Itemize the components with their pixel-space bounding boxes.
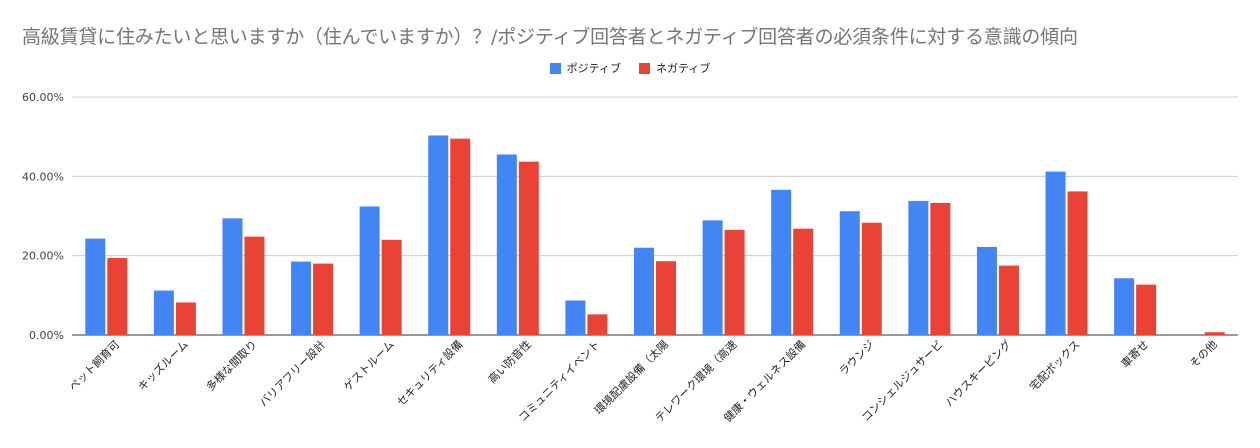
legend-item-negative[interactable]: ネガティブ (639, 60, 710, 76)
bar-positive (222, 218, 243, 335)
x-category-label: その他 (1187, 338, 1220, 371)
bar-positive (839, 211, 860, 335)
bar-positive (153, 290, 174, 335)
legend: ポジティブ ネガティブ (0, 60, 1260, 76)
bar-positive (291, 261, 312, 335)
bar-negative (930, 202, 951, 335)
bar-negative (793, 228, 814, 335)
legend-item-positive[interactable]: ポジティブ (549, 60, 621, 76)
bar-positive (428, 135, 449, 335)
legend-swatch-positive (549, 62, 561, 74)
bar-positive (771, 189, 792, 335)
x-category-label: キッズルーム (135, 337, 191, 393)
bar-negative (381, 239, 402, 335)
bar-negative (998, 265, 1019, 335)
x-category-label: 高い防音性 (485, 337, 534, 386)
bar-negative (861, 222, 882, 335)
y-tick-label: 60.00% (22, 91, 64, 104)
bar-negative (244, 236, 265, 335)
bar-positive (976, 246, 997, 335)
x-category-label: ハウスキーピング (942, 337, 1014, 409)
bar-negative (724, 229, 745, 335)
x-category-label: 多様な間取り (203, 337, 260, 394)
bar-negative (313, 263, 334, 335)
y-tick-label: 20.00% (22, 250, 64, 263)
y-tick-label: 40.00% (22, 170, 64, 183)
x-category-label: バリアフリー設計 (256, 337, 328, 409)
bar-positive (1114, 278, 1135, 335)
legend-label-negative: ネガティブ (656, 62, 711, 75)
bar-negative (656, 261, 676, 335)
x-category-label: ゲストルーム (341, 338, 397, 394)
chart-title: 高級賃貸に住みたいと思いますか（住んでいますか）？/ポジティブ回答者とネガティブ… (22, 26, 1078, 48)
legend-swatch-negative (639, 62, 650, 74)
bar-positive (85, 238, 106, 335)
x-category-label: 車寄せ (1118, 337, 1151, 370)
bar-negative (1067, 191, 1088, 335)
x-category-label: ペット飼育可 (66, 337, 123, 394)
x-category-label: ラウンジ (837, 338, 877, 378)
x-category-label: 環境配慮設備（太陽 (591, 337, 671, 417)
bar-positive (359, 206, 380, 335)
bar-positive (565, 300, 586, 335)
bar-negative (450, 138, 471, 335)
bar-negative (1204, 332, 1225, 335)
bar-negative (175, 302, 196, 335)
bar-negative (518, 161, 539, 335)
bar-negative (587, 314, 608, 335)
bar-positive (634, 247, 654, 335)
legend-label-positive: ポジティブ (566, 62, 621, 75)
bar-negative (1136, 284, 1157, 335)
bar-positive (496, 154, 517, 335)
bar-negative (107, 258, 128, 335)
bar-positive (1045, 171, 1066, 335)
bar-positive (908, 200, 929, 335)
bar-positive (702, 220, 723, 335)
x-category-label: 宅配ボックス (1026, 337, 1082, 393)
x-category-label: セキュリティ設備 (394, 337, 466, 409)
y-tick-label: 0.00% (29, 329, 64, 342)
